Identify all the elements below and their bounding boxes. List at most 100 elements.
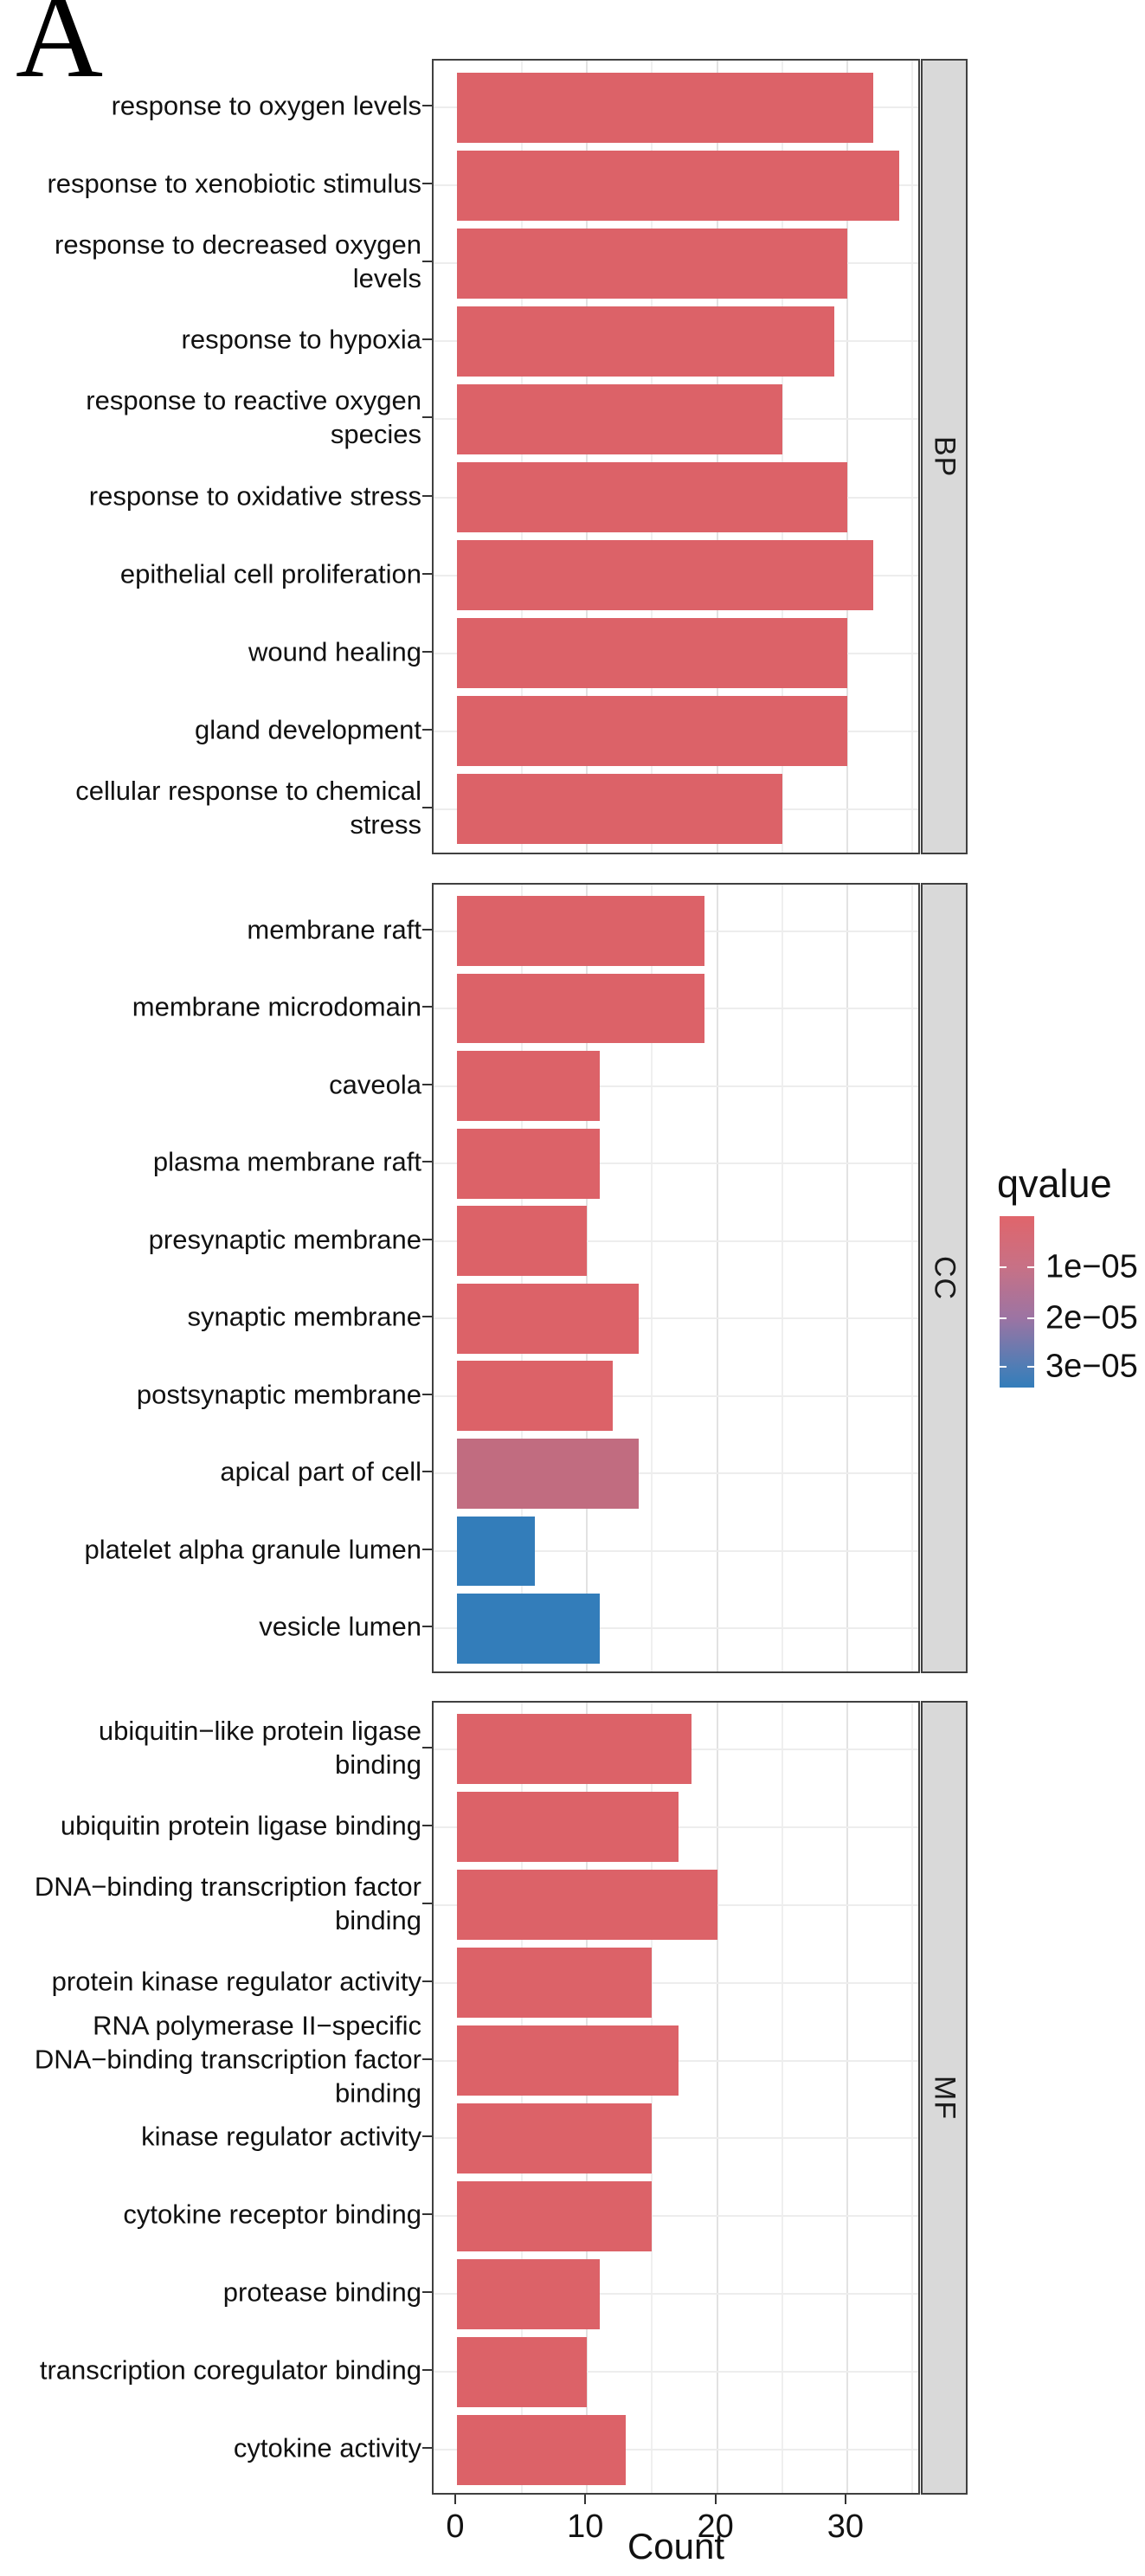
x-axis-tick	[454, 2495, 456, 2504]
category-tick	[422, 2291, 432, 2294]
legend-tick-label: 1e−05	[1045, 1248, 1138, 1285]
gridline-major	[586, 1703, 589, 2493]
category-tick	[422, 1824, 432, 1826]
category-label: cytokine activity	[233, 2432, 421, 2463]
gridline-minor	[781, 61, 783, 853]
count-bar	[457, 306, 834, 377]
gridline-major	[846, 1703, 848, 2493]
category-tick	[422, 105, 432, 107]
x-axis-tick-label: 20	[697, 2508, 734, 2545]
count-bar	[457, 1206, 588, 1276]
category-tick	[422, 1083, 432, 1085]
gridline-horizontal	[434, 1240, 918, 1242]
category-label: membrane raft	[247, 914, 421, 945]
category-tick	[422, 2213, 432, 2216]
category-tick	[422, 806, 432, 808]
count-bar	[457, 1438, 640, 1509]
facet-strip-label: MF	[928, 2075, 962, 2121]
category-label: presynaptic membrane	[148, 1224, 421, 1255]
gridline-horizontal	[434, 2137, 918, 2140]
count-bar	[457, 1361, 614, 1432]
category-tick	[422, 1902, 432, 1904]
count-bar	[457, 896, 704, 966]
category-label: protein kinase regulator activity	[51, 1966, 421, 1997]
count-bar	[457, 150, 900, 221]
legend-tick-notch	[1027, 1266, 1034, 1269]
gridline-horizontal	[434, 1317, 918, 1320]
category-label: postsynaptic membrane	[136, 1379, 421, 1410]
count-bar	[457, 2103, 653, 2174]
category-label: response to hypoxia	[181, 324, 421, 355]
gridline-minor	[911, 885, 914, 1671]
gridline-horizontal	[434, 1549, 918, 1552]
facet-panel-BP	[432, 59, 920, 854]
gridline-horizontal	[434, 1162, 918, 1165]
category-tick	[422, 1746, 432, 1748]
count-bar	[457, 1714, 692, 1785]
count-bar	[457, 1128, 601, 1199]
gridline-minor	[781, 1703, 783, 2493]
gridline-major	[716, 61, 718, 853]
category-tick	[422, 494, 432, 497]
gridline-horizontal	[434, 2215, 918, 2218]
category-tick	[422, 2369, 432, 2372]
legend-tick-label: 3e−05	[1045, 1348, 1138, 1385]
category-tick	[422, 1006, 432, 1008]
category-tick	[422, 1161, 432, 1163]
legend-tick-notch	[1027, 1366, 1034, 1368]
gridline-major	[716, 1703, 718, 2493]
category-label: epithelial cell proliferation	[119, 558, 421, 589]
category-label: wound healing	[248, 636, 421, 667]
category-tick	[422, 2135, 432, 2138]
category-label: ubiquitin−like protein ligase binding	[98, 1715, 421, 1780]
category-tick	[422, 2058, 432, 2060]
facet-strip-BP: BP	[921, 59, 968, 854]
gridline-major	[846, 61, 848, 853]
category-tick	[422, 1548, 432, 1550]
x-axis-title: Count	[627, 2526, 725, 2566]
facet-strip-CC: CC	[921, 883, 968, 1673]
category-label: vesicle lumen	[259, 1611, 421, 1642]
category-tick	[422, 650, 432, 653]
gridline-minor	[521, 885, 524, 1671]
count-bar	[457, 72, 873, 143]
category-label: platelet alpha granule lumen	[84, 1534, 422, 1565]
category-tick	[422, 416, 432, 419]
category-tick	[422, 928, 432, 931]
gridline-minor	[651, 1703, 653, 2493]
gridline-minor	[911, 61, 914, 853]
legend-tick-notch	[1000, 1266, 1007, 1269]
category-label: response to reactive oxygen species	[86, 385, 421, 450]
count-bar	[457, 540, 873, 611]
count-bar	[457, 1870, 717, 1941]
category-label: protease binding	[222, 2277, 421, 2308]
count-bar	[457, 2414, 627, 2485]
legend-tick-notch	[1000, 1366, 1007, 1368]
category-label: ubiquitin protein ligase binding	[60, 1810, 421, 1841]
count-bar	[457, 228, 847, 299]
count-bar	[457, 2336, 588, 2407]
gridline-horizontal	[434, 2371, 918, 2373]
count-bar	[457, 1516, 536, 1587]
category-label: caveola	[329, 1069, 421, 1100]
facet-panel-CC	[432, 883, 920, 1673]
count-bar	[457, 2025, 679, 2096]
gridline-horizontal	[434, 1981, 918, 1984]
category-label: RNA polymerase II−specific DNA−binding t…	[34, 2009, 421, 2109]
count-bar	[457, 618, 847, 689]
category-label: response to oxidative stress	[88, 480, 421, 512]
category-tick	[422, 572, 432, 575]
x-axis-tick	[584, 2495, 587, 2504]
x-axis-tick-label: 10	[567, 2508, 604, 2545]
gridline-horizontal	[434, 2449, 918, 2451]
gridline-horizontal	[434, 2293, 918, 2296]
category-label: transcription coregulator binding	[39, 2354, 421, 2386]
facet-strip-MF: MF	[921, 1701, 968, 2495]
category-label: membrane microdomain	[132, 991, 421, 1022]
category-label: gland development	[195, 714, 421, 745]
gridline-minor	[521, 1703, 524, 2493]
category-label: cellular response to chemical stress	[75, 775, 421, 840]
legend-tick-notch	[1000, 1317, 1007, 1319]
gridline-horizontal	[434, 1394, 918, 1397]
category-tick	[422, 1980, 432, 1982]
